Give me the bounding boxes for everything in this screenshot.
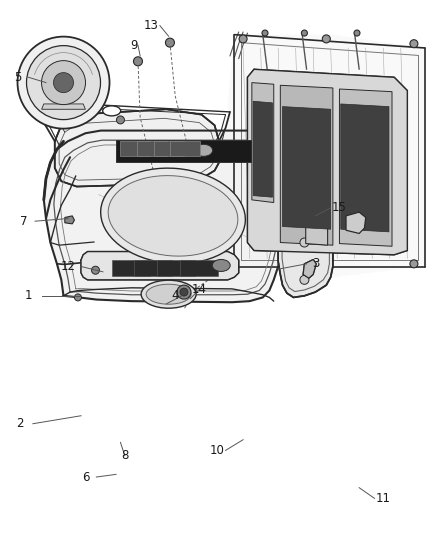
Text: 14: 14: [192, 283, 207, 296]
Text: 10: 10: [209, 444, 224, 457]
Bar: [170, 141, 200, 156]
Polygon shape: [346, 212, 366, 233]
Text: 11: 11: [376, 492, 391, 505]
Ellipse shape: [108, 175, 238, 256]
Polygon shape: [253, 101, 272, 197]
Circle shape: [92, 266, 99, 274]
Circle shape: [262, 30, 268, 36]
Bar: [120, 141, 150, 156]
Polygon shape: [303, 260, 316, 278]
Text: 12: 12: [60, 260, 75, 273]
Circle shape: [74, 294, 81, 301]
Bar: [154, 141, 184, 156]
Polygon shape: [55, 109, 219, 187]
Text: 15: 15: [332, 201, 347, 214]
Ellipse shape: [141, 280, 196, 308]
Polygon shape: [278, 144, 333, 297]
Bar: [180, 260, 218, 276]
Polygon shape: [280, 85, 333, 245]
Polygon shape: [283, 107, 331, 229]
Circle shape: [410, 260, 418, 268]
Circle shape: [410, 39, 418, 48]
Polygon shape: [252, 83, 274, 203]
Circle shape: [239, 35, 247, 43]
Bar: [134, 260, 173, 276]
Bar: [116, 140, 266, 161]
Circle shape: [301, 30, 307, 36]
Ellipse shape: [212, 260, 230, 271]
Circle shape: [300, 276, 309, 284]
Text: 6: 6: [81, 471, 89, 483]
Circle shape: [177, 285, 191, 299]
Polygon shape: [247, 69, 407, 255]
Circle shape: [117, 116, 124, 124]
Text: 7: 7: [20, 215, 28, 228]
Circle shape: [134, 57, 142, 66]
Bar: [137, 141, 167, 156]
Polygon shape: [81, 252, 239, 280]
Polygon shape: [341, 104, 389, 232]
Text: 4: 4: [171, 289, 179, 302]
Circle shape: [18, 37, 109, 128]
Bar: [112, 260, 150, 276]
Polygon shape: [65, 216, 74, 224]
Circle shape: [354, 30, 360, 36]
Ellipse shape: [101, 168, 245, 264]
Circle shape: [166, 38, 174, 47]
Circle shape: [300, 158, 309, 167]
Ellipse shape: [194, 144, 213, 156]
Text: 3: 3: [312, 257, 319, 270]
Circle shape: [300, 238, 309, 247]
Ellipse shape: [102, 106, 121, 116]
Polygon shape: [42, 104, 85, 109]
Polygon shape: [306, 203, 328, 245]
Circle shape: [53, 72, 74, 93]
Circle shape: [322, 35, 330, 43]
Circle shape: [27, 46, 100, 119]
Polygon shape: [228, 35, 425, 277]
Polygon shape: [44, 131, 291, 302]
Circle shape: [300, 198, 309, 207]
Text: 8: 8: [121, 449, 128, 462]
Circle shape: [42, 61, 85, 104]
Text: 5: 5: [14, 71, 21, 84]
Text: 13: 13: [144, 19, 159, 32]
Bar: [157, 260, 195, 276]
Text: 9: 9: [130, 39, 138, 52]
Ellipse shape: [146, 284, 191, 304]
Text: 2: 2: [16, 417, 24, 430]
Polygon shape: [339, 89, 392, 246]
Text: 1: 1: [25, 289, 32, 302]
Circle shape: [180, 288, 188, 296]
